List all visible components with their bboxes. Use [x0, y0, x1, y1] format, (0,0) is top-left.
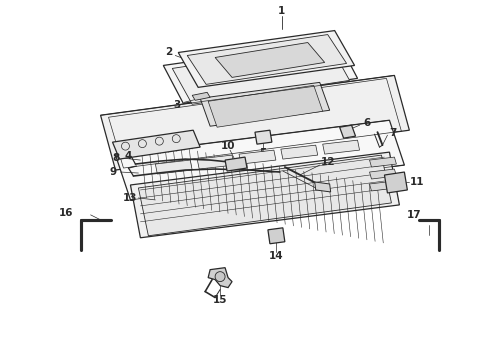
- Polygon shape: [116, 120, 404, 200]
- Polygon shape: [369, 169, 396, 179]
- Text: 9: 9: [110, 167, 117, 177]
- Text: 7: 7: [390, 128, 397, 138]
- Text: 6: 6: [363, 118, 370, 128]
- Polygon shape: [268, 228, 285, 244]
- Polygon shape: [178, 31, 355, 87]
- Polygon shape: [155, 160, 192, 174]
- Text: 1: 1: [278, 6, 286, 15]
- Polygon shape: [369, 157, 396, 167]
- Text: 15: 15: [213, 294, 227, 305]
- Polygon shape: [208, 268, 232, 288]
- Polygon shape: [323, 140, 360, 154]
- Polygon shape: [187, 35, 346, 84]
- Text: 10: 10: [221, 141, 235, 151]
- Text: 2: 2: [165, 48, 172, 58]
- Text: 4: 4: [125, 151, 132, 161]
- Polygon shape: [225, 157, 247, 171]
- Polygon shape: [385, 172, 407, 193]
- Polygon shape: [239, 150, 276, 164]
- Polygon shape: [340, 125, 356, 138]
- Polygon shape: [215, 42, 325, 77]
- Text: 12: 12: [320, 157, 335, 167]
- Polygon shape: [113, 130, 200, 159]
- Text: 14: 14: [269, 251, 283, 261]
- Polygon shape: [369, 181, 396, 191]
- Polygon shape: [172, 45, 349, 104]
- Polygon shape: [163, 41, 358, 103]
- Polygon shape: [281, 145, 318, 159]
- Text: 17: 17: [407, 210, 422, 220]
- Polygon shape: [315, 182, 331, 192]
- Text: 11: 11: [410, 177, 424, 187]
- Polygon shape: [197, 155, 234, 169]
- Polygon shape: [100, 75, 409, 170]
- Polygon shape: [192, 92, 210, 100]
- Text: 8: 8: [113, 153, 120, 163]
- Text: 13: 13: [123, 193, 138, 203]
- Polygon shape: [200, 82, 330, 126]
- Polygon shape: [255, 130, 272, 144]
- Circle shape: [215, 272, 225, 282]
- Polygon shape: [208, 85, 323, 127]
- Polygon shape: [138, 155, 392, 236]
- Polygon shape: [130, 152, 399, 238]
- Text: 3: 3: [173, 100, 181, 110]
- Text: 5: 5: [259, 148, 267, 158]
- Text: 16: 16: [58, 208, 73, 218]
